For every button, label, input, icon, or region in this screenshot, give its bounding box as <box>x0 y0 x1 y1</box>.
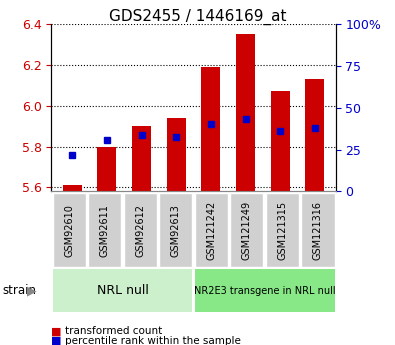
Text: GSM121316: GSM121316 <box>313 201 323 260</box>
Bar <box>201 67 220 191</box>
Text: GSM92612: GSM92612 <box>135 204 145 257</box>
Text: NR2E3 transgene in NRL null: NR2E3 transgene in NRL null <box>194 286 335 296</box>
Bar <box>97 147 117 191</box>
Bar <box>167 118 186 191</box>
Text: ■: ■ <box>51 326 62 336</box>
Text: GSM92611: GSM92611 <box>100 204 110 257</box>
Bar <box>271 91 290 191</box>
Bar <box>63 185 82 191</box>
Text: GSM121242: GSM121242 <box>206 201 216 260</box>
Bar <box>305 79 324 191</box>
Text: GSM92610: GSM92610 <box>64 204 74 257</box>
Text: GDS2455 / 1446169_at: GDS2455 / 1446169_at <box>109 9 286 25</box>
Text: NRL null: NRL null <box>96 284 149 297</box>
Text: ▶: ▶ <box>27 284 36 297</box>
Text: percentile rank within the sample: percentile rank within the sample <box>65 336 241 345</box>
Text: ■: ■ <box>51 336 62 345</box>
Text: GSM92613: GSM92613 <box>171 204 181 257</box>
Text: transformed count: transformed count <box>65 326 162 336</box>
Text: GSM121249: GSM121249 <box>242 201 252 260</box>
Bar <box>132 126 151 191</box>
Text: strain: strain <box>2 284 36 297</box>
Text: GSM121315: GSM121315 <box>277 201 288 260</box>
Bar <box>236 34 255 191</box>
